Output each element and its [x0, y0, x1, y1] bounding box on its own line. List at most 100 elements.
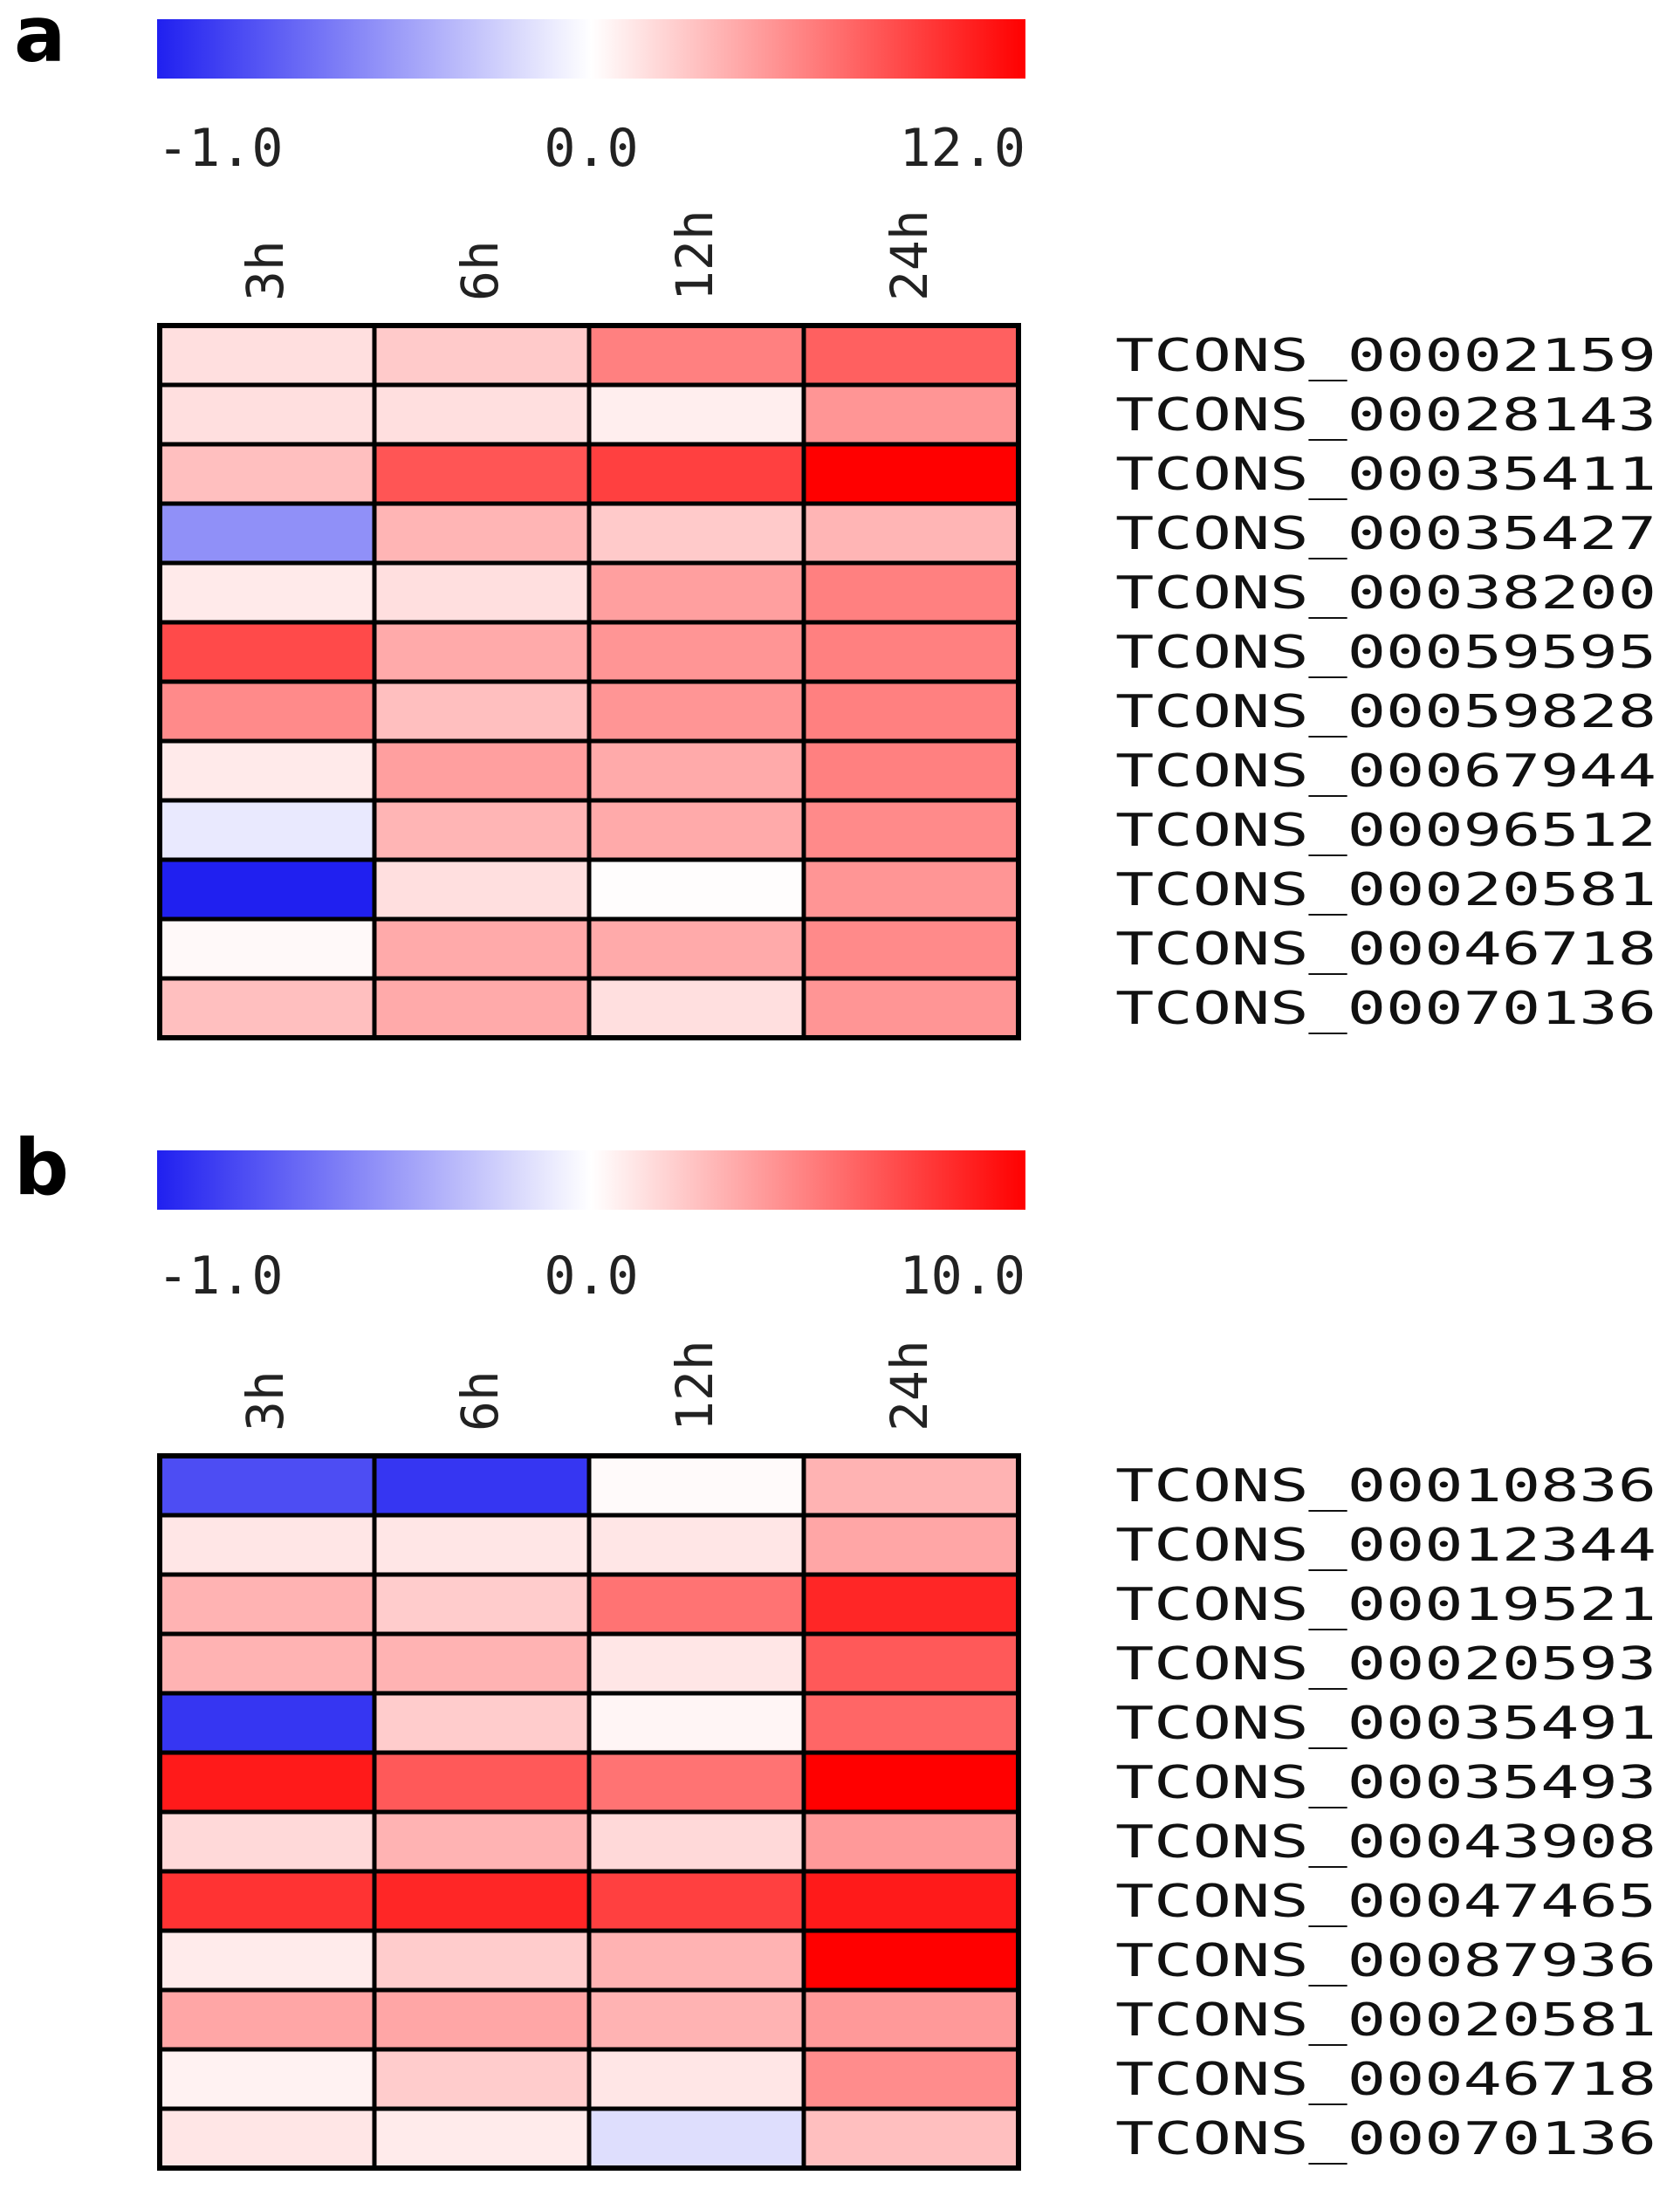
heatmap-cell [372, 2106, 592, 2171]
heatmap-cell [372, 1928, 592, 1993]
row-label: TCONS_00002159 [1115, 330, 1656, 382]
heatmap-cell [157, 2106, 377, 2171]
heatmap-cell [801, 679, 1021, 744]
heatmap-cell [801, 1572, 1021, 1637]
row-label: TCONS_00070136 [1115, 983, 1656, 1035]
heatmap-cell [801, 1631, 1021, 1696]
heatmap-cell [586, 1869, 806, 1933]
column-label: 12h [665, 1340, 724, 1431]
heatmap-cell [586, 1928, 806, 1993]
heatmap-cell [372, 382, 592, 447]
heatmap-cell [801, 1809, 1021, 1874]
column-label: 12h [665, 209, 724, 301]
heatmap-cell [586, 1987, 806, 2052]
heatmap-cell [586, 620, 806, 684]
heatmap-cell [372, 916, 592, 981]
heatmap-cell [586, 560, 806, 625]
heatmap-cell [586, 442, 806, 506]
heatmap-cell [586, 857, 806, 922]
heatmap-cell [157, 1750, 377, 1815]
colorbar-tick-label: 10.0 [900, 1246, 1026, 1307]
heatmap-cell [801, 857, 1021, 922]
heatmap-cell [801, 916, 1021, 981]
heatmap-cell [801, 382, 1021, 447]
heatmap-cell [372, 976, 592, 1040]
heatmap-cell [586, 323, 806, 388]
row-label: TCONS_00020581 [1115, 1994, 1656, 2047]
row-label: TCONS_00087936 [1115, 1935, 1656, 1987]
heatmap-cell [372, 323, 592, 388]
heatmap-cell [157, 1572, 377, 1637]
heatmap-cell [801, 1691, 1021, 1755]
row-label: TCONS_00035411 [1115, 449, 1656, 501]
heatmap-cell [157, 1809, 377, 1874]
row-label: TCONS_00038200 [1115, 567, 1656, 620]
column-label: 6h [450, 240, 510, 301]
heatmap-cell [586, 501, 806, 566]
heatmap-cell [157, 738, 377, 803]
heatmap-cell [372, 1809, 592, 1874]
row-label: TCONS_00047465 [1115, 1876, 1656, 1928]
heatmap-cell [372, 1631, 592, 1696]
heatmap-cell [157, 382, 377, 447]
heatmap-cell [801, 1513, 1021, 1577]
row-label: TCONS_00067944 [1115, 745, 1656, 798]
heatmap-cell [157, 501, 377, 566]
heatmap-cell [157, 1928, 377, 1993]
heatmap-cell [372, 501, 592, 566]
heatmap-panel-b: b -1.0 0.0 10.0 3h 6h 12h 24h TCONS_00010836 TCON… [14, 1122, 1656, 2171]
heatmap-cell [157, 1869, 377, 1933]
heatmap-cell [157, 916, 377, 981]
row-label: TCONS_00059828 [1115, 686, 1656, 738]
heatmap-cell [157, 976, 377, 1040]
heatmap-cell [801, 501, 1021, 566]
row-label: TCONS_00028143 [1115, 389, 1656, 442]
heatmap-cell [157, 1453, 377, 1518]
heatmap-cell [157, 857, 377, 922]
heatmap-cell [157, 2047, 377, 2111]
heatmap-cell [586, 976, 806, 1040]
colorbar [157, 1150, 1025, 1210]
heatmap-cell [586, 2106, 806, 2171]
row-label: TCONS_00012344 [1115, 1520, 1656, 1572]
column-label: 6h [450, 1370, 510, 1431]
heatmap-cell [372, 679, 592, 744]
heatmap-cell [372, 2047, 592, 2111]
heatmap-cell [372, 620, 592, 684]
heatmap-cell [801, 1869, 1021, 1933]
row-label: TCONS_00010836 [1115, 1460, 1656, 1513]
heatmap-cell [157, 323, 377, 388]
colorbar [157, 19, 1025, 79]
heatmap-cell [801, 1750, 1021, 1815]
heatmap-cell [372, 1987, 592, 2052]
heatmap-cell [801, 1987, 1021, 2052]
heatmap-cell [801, 798, 1021, 862]
heatmap-cell [157, 798, 377, 862]
heatmap-cell [801, 560, 1021, 625]
heatmap-cell [586, 679, 806, 744]
heatmap-panel-a: a -1.0 0.0 12.0 3h 6h 12h 24h TCONS_00002159 TCON… [14, 0, 1656, 1040]
heatmap-cell [372, 560, 592, 625]
heatmap-cell [157, 1691, 377, 1755]
row-label: TCONS_00020581 [1115, 864, 1656, 916]
heatmap-cell [586, 1572, 806, 1637]
heatmap-border [157, 323, 1021, 1040]
heatmap-cell [372, 1513, 592, 1577]
heatmap-cell [801, 738, 1021, 803]
heatmap-cell [586, 1691, 806, 1755]
heatmap-cell [801, 620, 1021, 684]
heatmap-cell [372, 1869, 592, 1933]
heatmap-cell [801, 1453, 1021, 1518]
row-label: TCONS_00043908 [1115, 1816, 1656, 1869]
heatmap-cell [586, 916, 806, 981]
heatmap-cell [157, 442, 377, 506]
heatmap-cell [157, 1987, 377, 2052]
column-label: 24h [880, 1340, 939, 1431]
heatmap-cell [372, 1750, 592, 1815]
heatmap-cell [586, 1750, 806, 1815]
panel-label: a [14, 0, 65, 79]
heatmap-cell [586, 798, 806, 862]
heatmap-cell [157, 679, 377, 744]
heatmap-cell [801, 442, 1021, 506]
